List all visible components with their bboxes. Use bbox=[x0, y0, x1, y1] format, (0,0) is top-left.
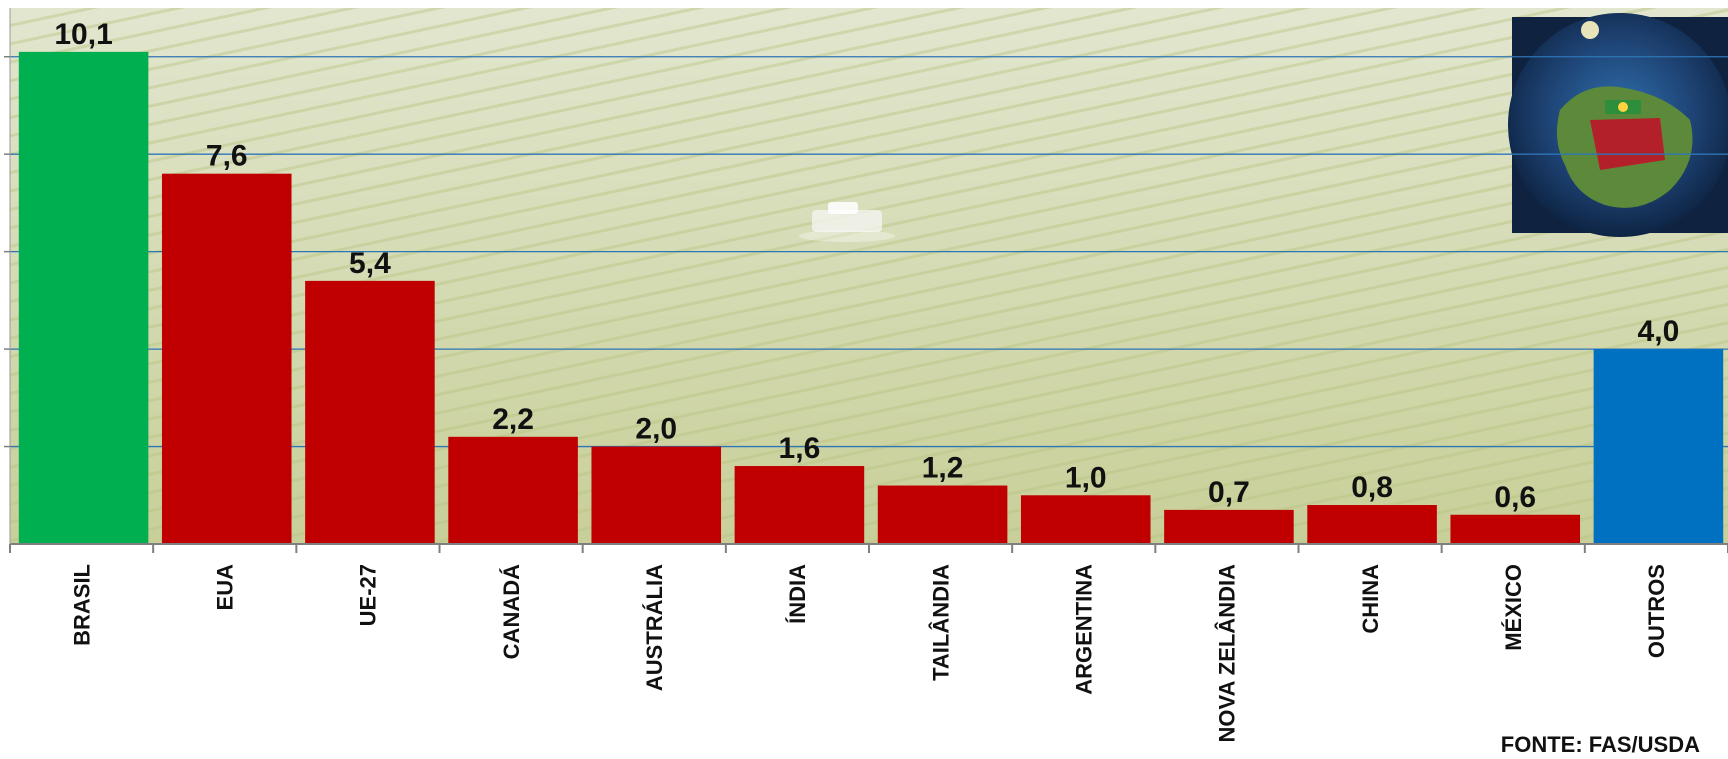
category-label: AUSTRÁLIA bbox=[642, 564, 667, 691]
category-label: ÍNDIA bbox=[785, 564, 810, 624]
tractor-icon bbox=[799, 202, 895, 242]
data-label: 10,1 bbox=[54, 18, 112, 51]
bar bbox=[734, 466, 865, 544]
data-label: 1,2 bbox=[922, 452, 964, 485]
data-label: 1,6 bbox=[779, 432, 821, 465]
category-label: TAILÂNDIA bbox=[928, 564, 953, 681]
bar bbox=[877, 485, 1008, 544]
bar bbox=[1164, 509, 1294, 544]
x-axis bbox=[4, 8, 1728, 553]
bar bbox=[161, 173, 292, 544]
category-label: ARGENTINA bbox=[1072, 564, 1097, 695]
data-label: 0,7 bbox=[1208, 476, 1250, 509]
bar bbox=[591, 446, 722, 544]
bars: 10,1 7,6 5,4 2,2 2,0 1,6 1,2 1,0 0,7 0,8 0,6 4,0 bbox=[18, 18, 1724, 544]
category-label: CANADÁ bbox=[499, 564, 524, 659]
data-label: 5,4 bbox=[349, 247, 391, 280]
category-label: CHINA bbox=[1358, 564, 1383, 634]
bar bbox=[1593, 349, 1724, 544]
bar bbox=[18, 51, 149, 544]
bar bbox=[1020, 495, 1151, 544]
globe-trade-illustration bbox=[1508, 13, 1728, 237]
bar bbox=[1307, 505, 1437, 544]
category-label: UE-27 bbox=[356, 564, 381, 626]
data-label: 0,6 bbox=[1494, 481, 1536, 514]
data-label: 2,0 bbox=[635, 413, 677, 446]
category-label: OUTROS bbox=[1644, 564, 1669, 658]
gridlines bbox=[10, 56, 1728, 448]
data-label: 1,0 bbox=[1065, 461, 1107, 494]
field-background bbox=[10, 8, 1728, 544]
source-label: FONTE: FAS/USDA bbox=[1501, 732, 1700, 757]
category-label: MÉXICO bbox=[1501, 564, 1526, 651]
category-label: BRASIL bbox=[69, 564, 94, 646]
data-label: 2,2 bbox=[492, 403, 534, 436]
category-label: EUA bbox=[213, 564, 238, 611]
bar bbox=[305, 280, 435, 544]
data-label: 0,8 bbox=[1351, 471, 1393, 504]
category-label: NOVA ZELÂNDIA bbox=[1215, 564, 1240, 743]
bar bbox=[448, 436, 578, 544]
data-label: 7,6 bbox=[206, 140, 248, 173]
category-labels: BRASIL EUA UE-27 CANADÁ AUSTRÁLIA ÍNDIA TAILÂN… bbox=[69, 564, 1669, 743]
data-label: 4,0 bbox=[1638, 315, 1680, 348]
bar bbox=[1450, 514, 1581, 544]
